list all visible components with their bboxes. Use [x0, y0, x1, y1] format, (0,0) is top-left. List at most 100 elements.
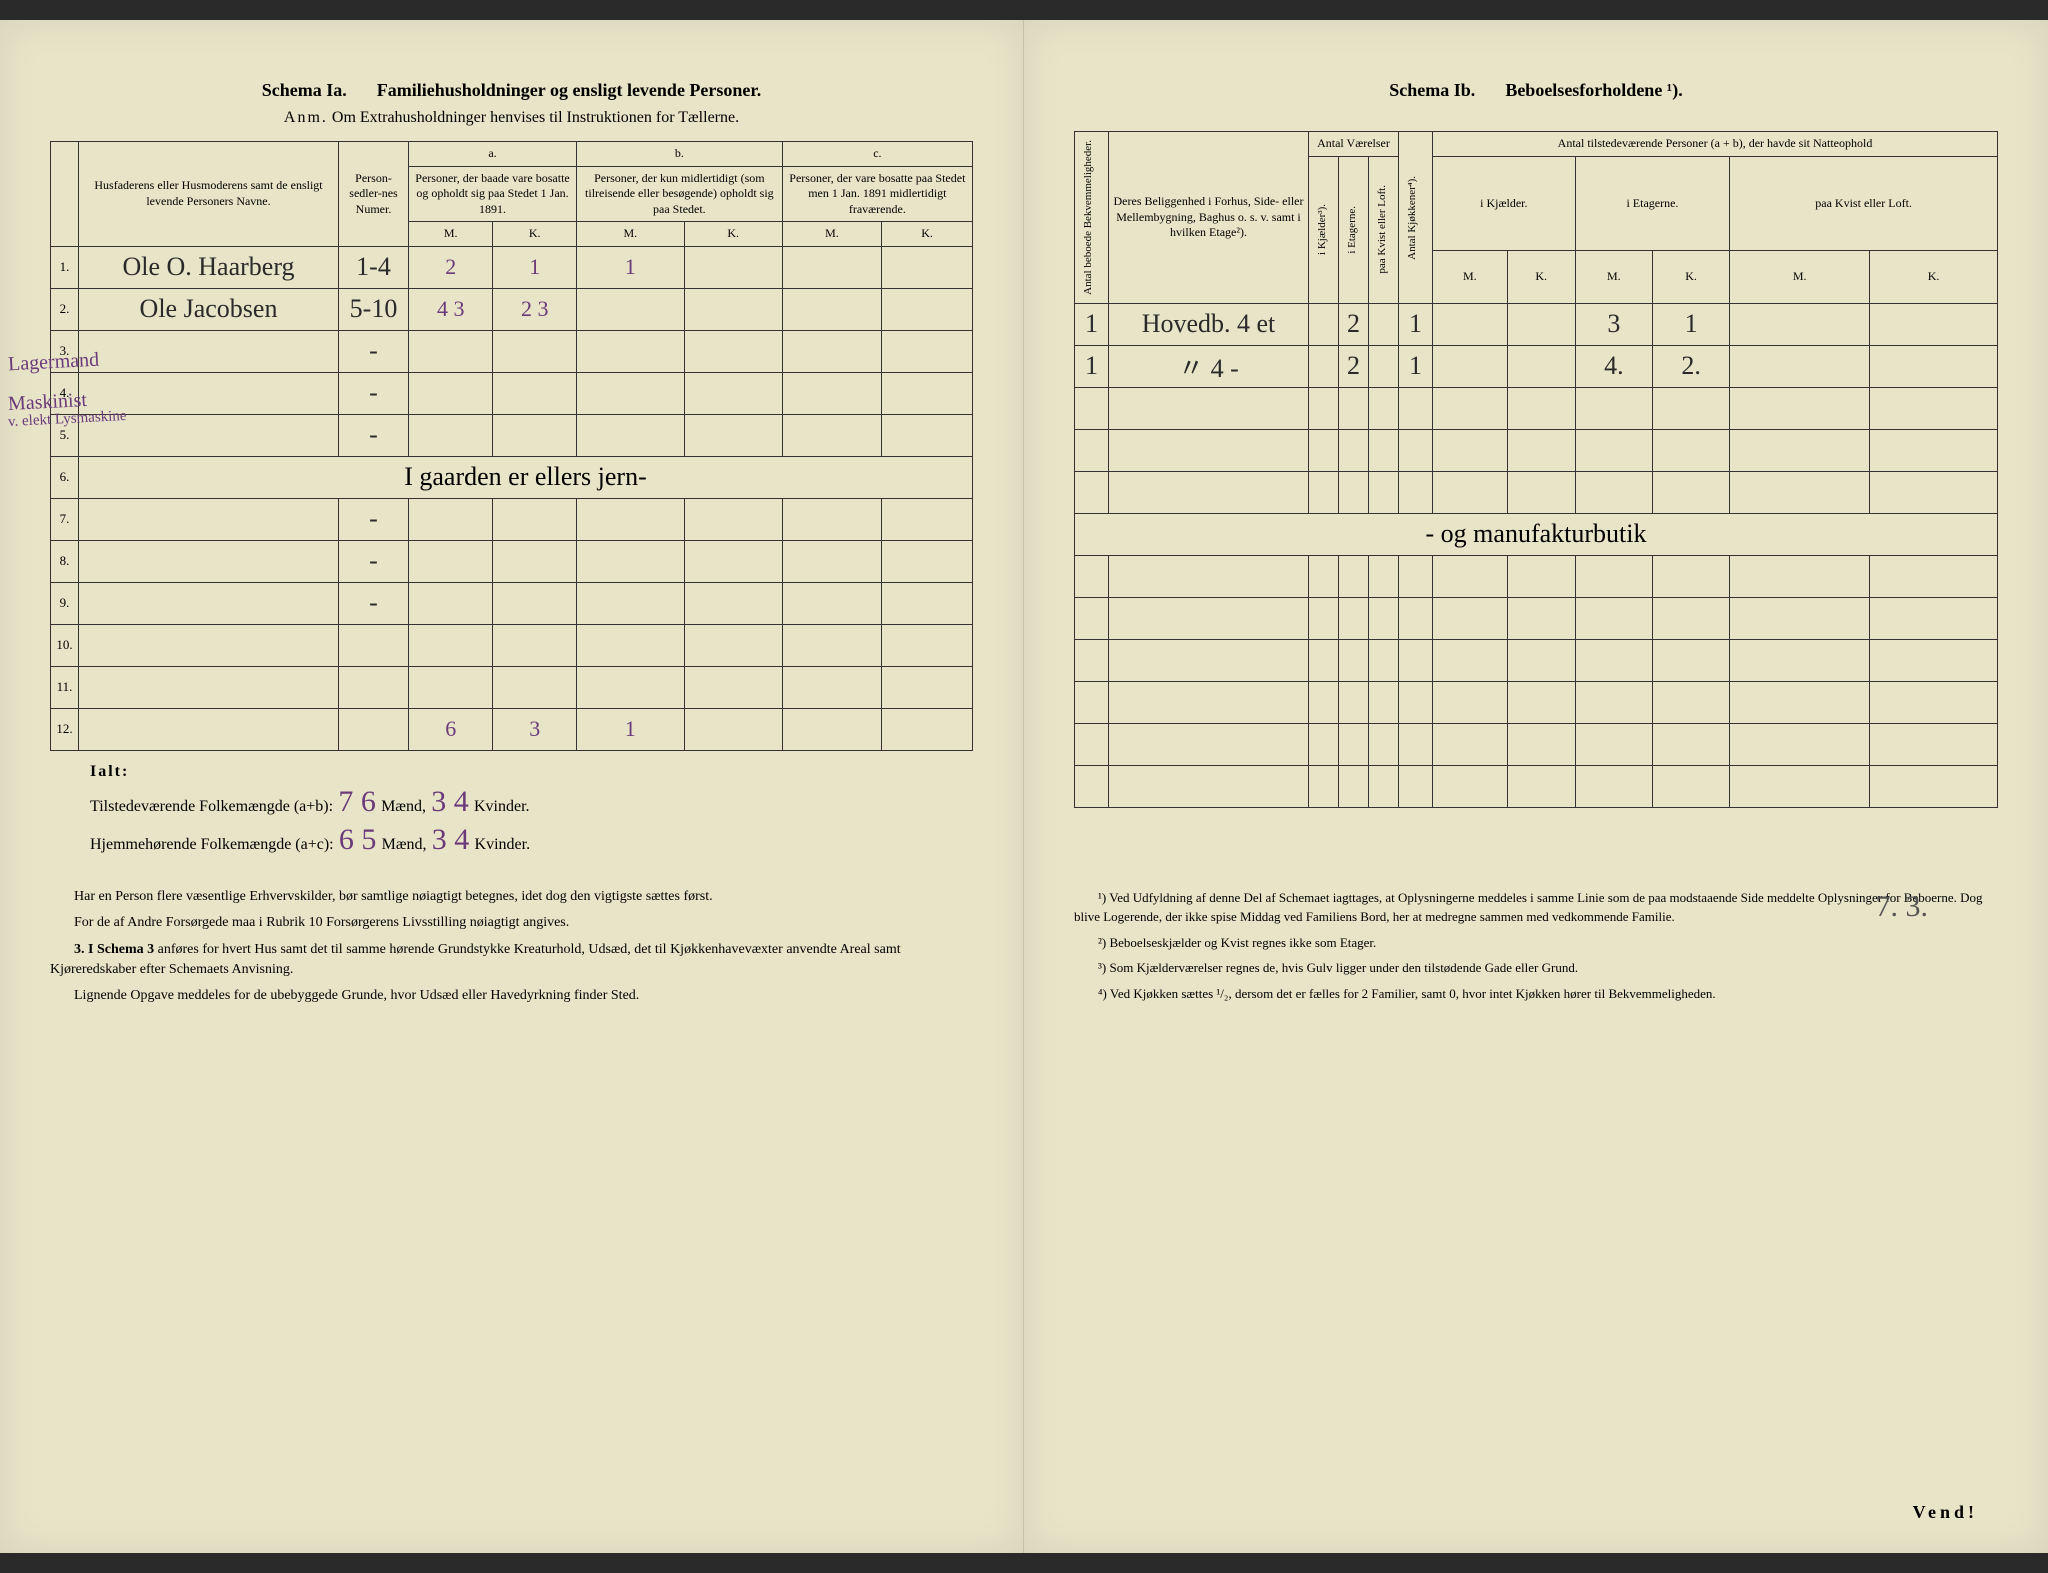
- bM-cell: [577, 372, 685, 414]
- th-rownum: [51, 142, 79, 247]
- vet-cell: [1339, 555, 1369, 597]
- instr-p4: Lignende Opgave meddeles for de ubebygge…: [50, 986, 973, 1006]
- row-number: 7.: [51, 498, 79, 540]
- person-cell: -: [339, 540, 409, 582]
- kM-cell: [1433, 387, 1508, 429]
- eK-cell: [1652, 765, 1729, 807]
- vkv-cell: [1369, 723, 1399, 765]
- eK-cell: [1652, 555, 1729, 597]
- vet-cell: [1339, 639, 1369, 681]
- cK-cell: [882, 330, 973, 372]
- th-aK: K.: [493, 222, 577, 247]
- th-name: Husfaderens eller Husmoderens samt de en…: [79, 142, 339, 247]
- th-bK: K.: [684, 222, 782, 247]
- schema-label-right: Schema Ib.: [1389, 80, 1475, 101]
- bM-cell: [577, 498, 685, 540]
- kjok-cell: 1: [1399, 303, 1433, 345]
- lK-cell: [1870, 639, 1998, 681]
- name-cell: [79, 498, 339, 540]
- th-vkv-text: paa Kvist eller Loft.: [1373, 181, 1391, 278]
- vet-cell: 2: [1339, 345, 1369, 387]
- name-cell: [79, 582, 339, 624]
- kjok-cell: 1: [1399, 345, 1433, 387]
- right-title-row: Schema Ib. Beboelsesforholdene ¹).: [1074, 80, 1998, 101]
- bek-cell: 1: [1075, 303, 1109, 345]
- vkj-cell: [1309, 303, 1339, 345]
- kK-cell: [1507, 471, 1575, 513]
- table-row: 3. -: [51, 330, 973, 372]
- aK-cell: 1: [493, 246, 577, 288]
- aK-cell: [493, 330, 577, 372]
- right-bottom-handwriting: 7. 3.: [1876, 890, 1929, 924]
- vkv-cell: [1369, 387, 1399, 429]
- aM-cell: [409, 624, 493, 666]
- belig-cell: [1109, 681, 1309, 723]
- belig-cell: [1109, 555, 1309, 597]
- instructions-block: Har en Person flere væsentlige Erhvervsk…: [50, 887, 973, 1006]
- row6-long-text: I gaarden er ellers jern-: [79, 456, 973, 498]
- th-vkj-text: i Kjælder³).: [1313, 200, 1331, 259]
- belig-cell: [1109, 429, 1309, 471]
- left-subtitle: Anm. Om Extrahusholdninger henvises til …: [50, 109, 973, 127]
- belig-cell: [1109, 387, 1309, 429]
- aM-cell: 4 3: [409, 288, 493, 330]
- table-row: 11.: [51, 666, 973, 708]
- vkj-cell: [1309, 723, 1339, 765]
- document-spread: Schema Ia. Familiehusholdninger og ensli…: [0, 20, 2048, 1553]
- eK-cell: [1652, 639, 1729, 681]
- bK-cell: [684, 540, 782, 582]
- eK-cell: [1652, 387, 1729, 429]
- footnote-1: ¹) Ved Udfyldning af denne Del af Schema…: [1074, 888, 1998, 927]
- tot1-end: Kvinder.: [474, 798, 530, 815]
- cM-cell: [782, 372, 882, 414]
- person-cell: [339, 666, 409, 708]
- vet-cell: [1339, 597, 1369, 639]
- lK-cell: [1870, 597, 1998, 639]
- instr-p3: 3. I Schema 3 anføres for hvert Hus samt…: [50, 940, 973, 981]
- kjok-cell: [1399, 429, 1433, 471]
- ialt-label: Ialt:: [90, 763, 973, 781]
- kM-cell: [1433, 555, 1508, 597]
- cK-cell: [882, 708, 973, 750]
- aK-cell: [493, 498, 577, 540]
- kK-cell: [1507, 345, 1575, 387]
- bK-cell: [684, 708, 782, 750]
- lM-cell: [1730, 471, 1870, 513]
- table-row: 4. -: [51, 372, 973, 414]
- cK-cell: [882, 582, 973, 624]
- vkj-cell: [1309, 555, 1339, 597]
- bek-cell: [1075, 681, 1109, 723]
- eK-cell: [1652, 429, 1729, 471]
- table-row: [1075, 555, 1998, 597]
- eM-cell: [1575, 681, 1652, 723]
- person-cell: -: [339, 372, 409, 414]
- lK-cell: [1870, 723, 1998, 765]
- bK-cell: [684, 414, 782, 456]
- kK-cell: [1507, 597, 1575, 639]
- row-number: 2.: [51, 288, 79, 330]
- row-number: 8.: [51, 540, 79, 582]
- lM-cell: [1730, 597, 1870, 639]
- th-tilst: Antal tilstedeværende Personer (a + b), …: [1433, 132, 1998, 157]
- cK-cell: [882, 624, 973, 666]
- kjok-cell: [1399, 765, 1433, 807]
- kjok-cell: [1399, 471, 1433, 513]
- bK-cell: [684, 246, 782, 288]
- vkv-cell: [1369, 303, 1399, 345]
- th-vkv: paa Kvist eller Loft.: [1369, 156, 1399, 303]
- bek-cell: [1075, 597, 1109, 639]
- row-number: 10.: [51, 624, 79, 666]
- th-kvK: K.: [1870, 251, 1998, 304]
- vkj-cell: [1309, 597, 1339, 639]
- cK-cell: [882, 540, 973, 582]
- belig-cell: Hovedb. 4 et: [1109, 303, 1309, 345]
- row-number: 9.: [51, 582, 79, 624]
- kM-cell: [1433, 471, 1508, 513]
- aM-cell: [409, 540, 493, 582]
- aK-cell: [493, 414, 577, 456]
- belig-cell: [1109, 471, 1309, 513]
- name-cell: [79, 540, 339, 582]
- name-cell: Ole Jacobsen: [79, 288, 339, 330]
- person-cell: 5-10: [339, 288, 409, 330]
- table-row: 12. 6 3 1: [51, 708, 973, 750]
